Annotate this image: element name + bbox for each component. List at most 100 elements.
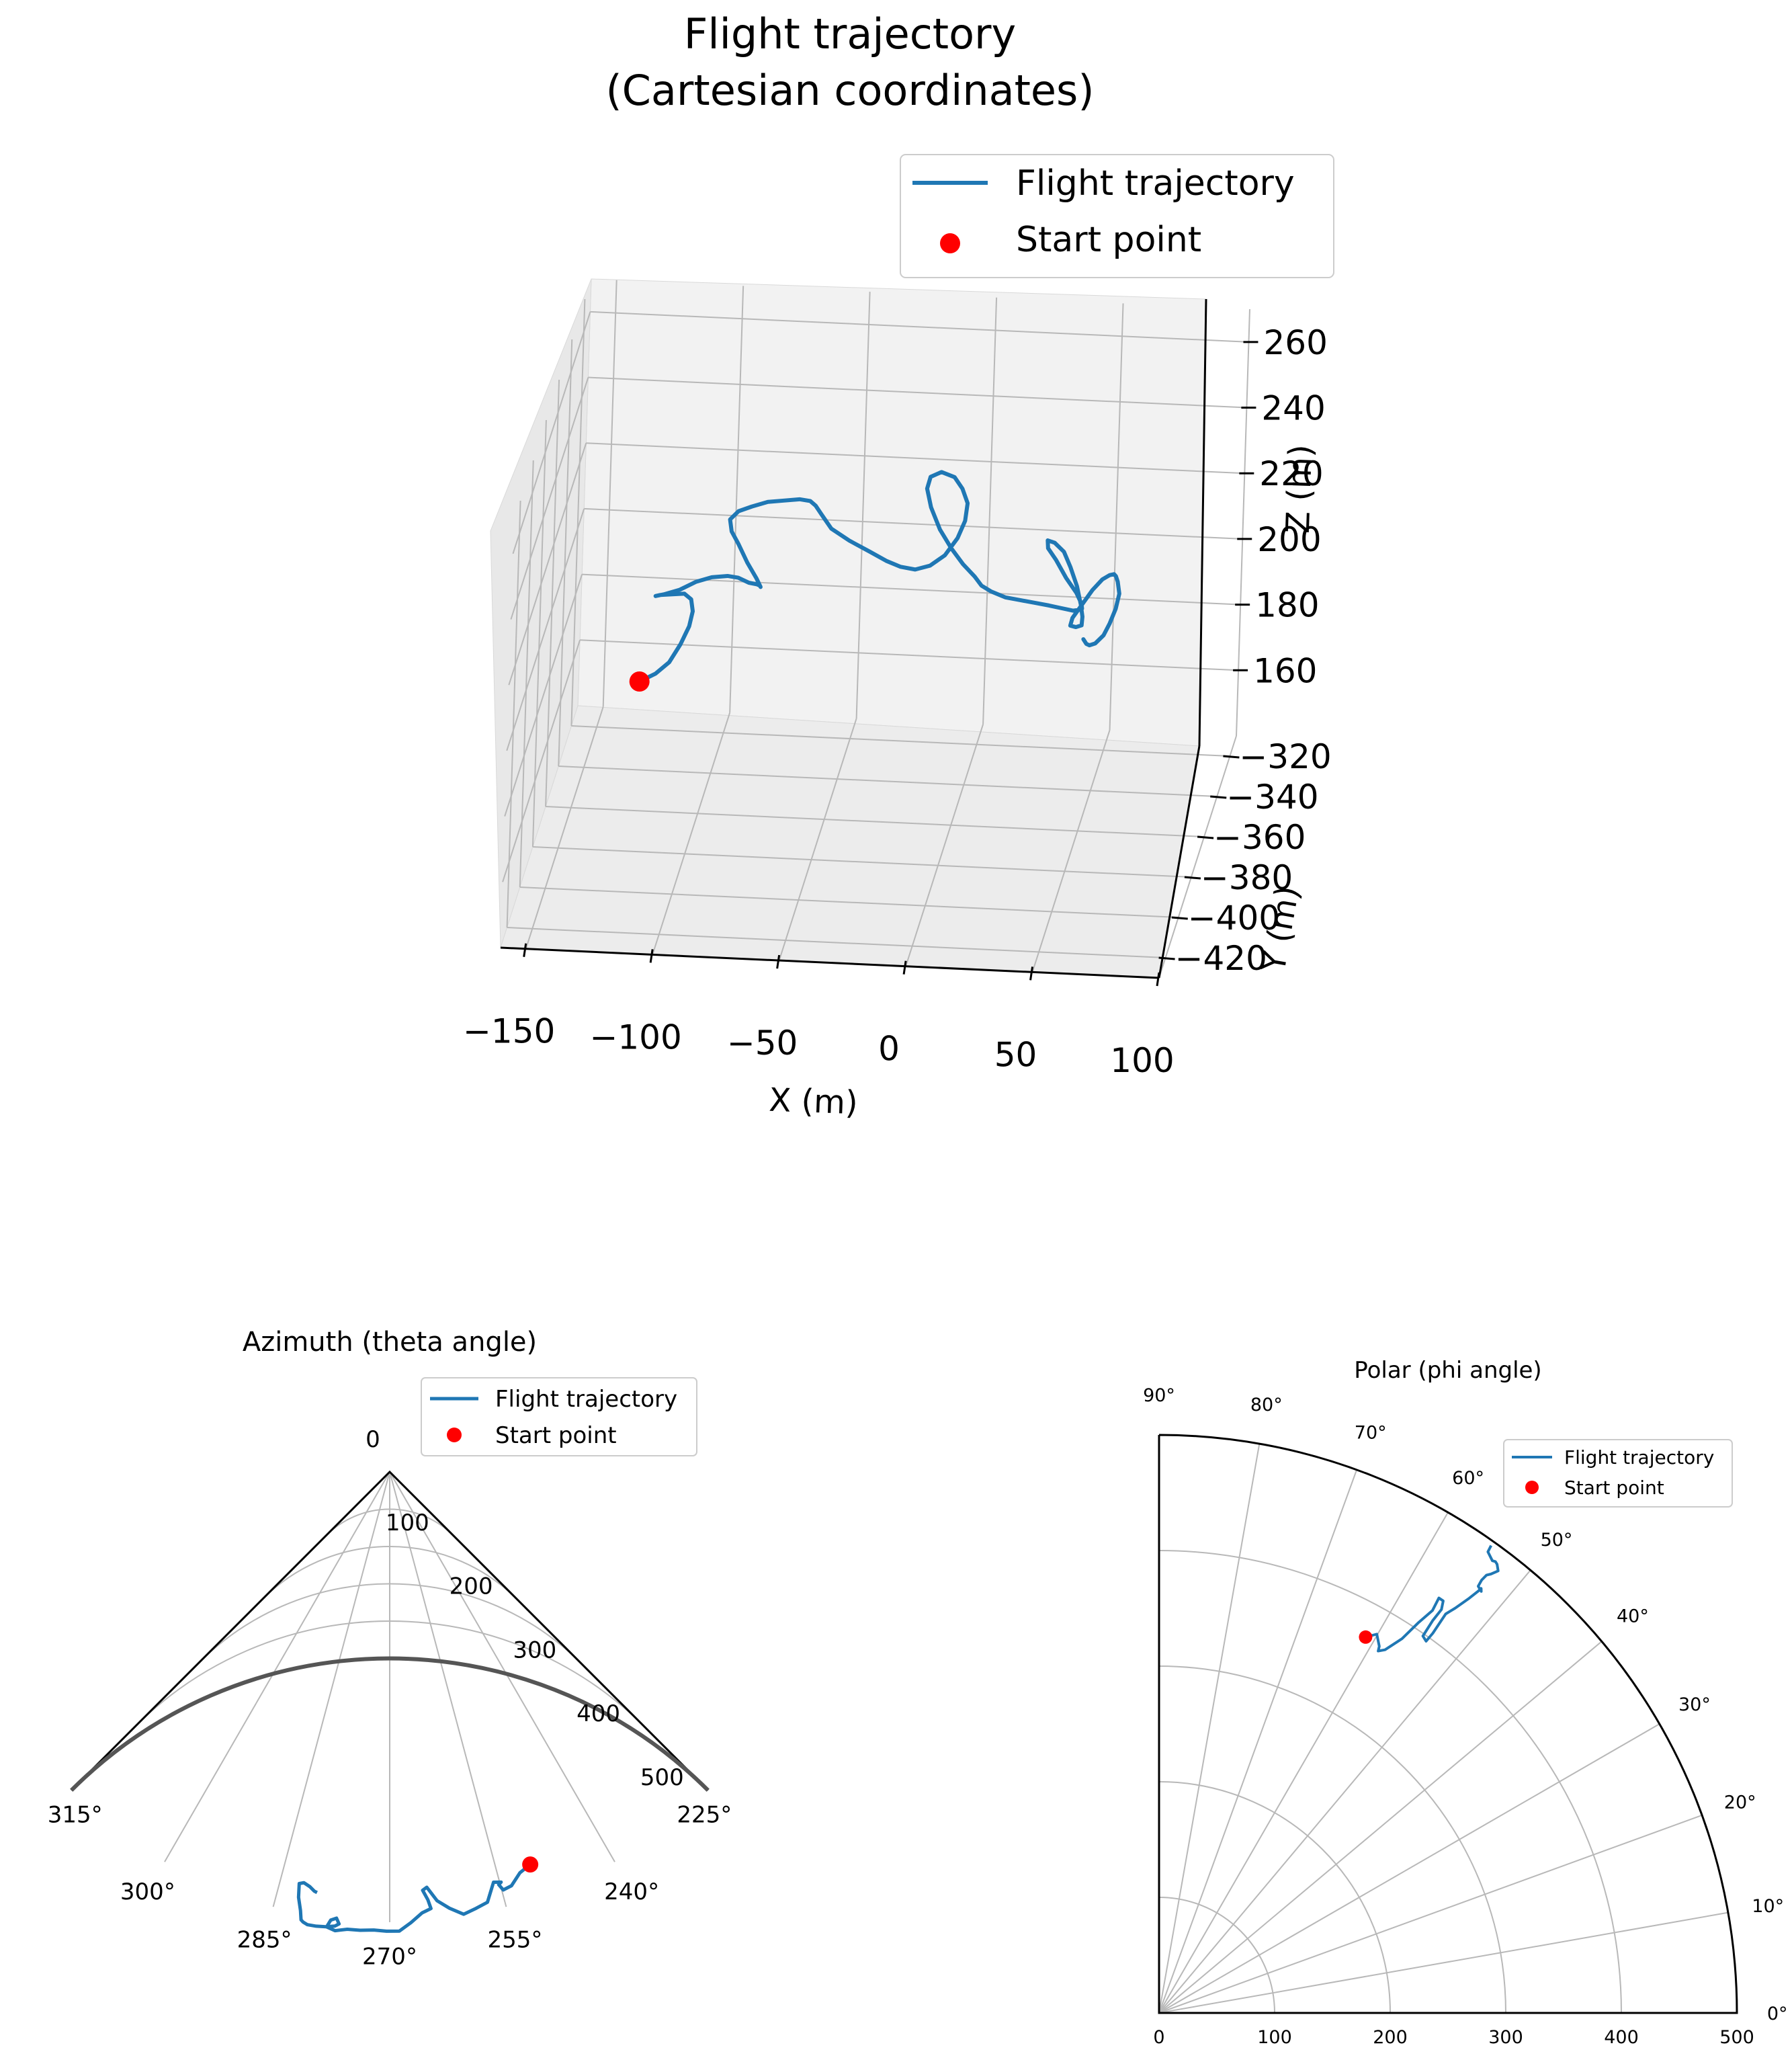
phi-theta-tick-90: 90°: [1143, 1385, 1175, 1406]
grid-left-z-1: [504, 574, 583, 817]
legend-3d-marker-swatch: [940, 233, 960, 253]
grid-back-z-5: [590, 311, 1249, 343]
chart1-title-line2: (Cartesian coordinates): [605, 66, 1094, 115]
x-tick-label-2: −50: [727, 1024, 798, 1063]
phi-theta-grid-40: [1158, 1641, 1603, 2014]
z-tick-label-4: 240: [1261, 389, 1325, 428]
phi-r-tick-3: 300: [1488, 2027, 1523, 2048]
grid-back-x-1: [729, 286, 744, 713]
phi-theta-tick-0: 0°: [1767, 2004, 1788, 2024]
phi-ticks: 0 100 200 300 400 500 0° 10° 20° 30° 40° 50° 60° 70° 8…: [1143, 1385, 1787, 2048]
z-tick-label-5: 260: [1263, 323, 1327, 362]
grid-floor-y-4: [519, 886, 1179, 918]
y-tick-mark-5: [1158, 956, 1175, 960]
phi-theta-grid-50: [1158, 1569, 1531, 2014]
y-tick-mark-4: [1171, 916, 1188, 920]
grid-back-z-2: [584, 507, 1243, 540]
grid-floor-y-5: [507, 927, 1166, 958]
z-tick-label-2: 200: [1257, 520, 1321, 559]
grid-floor-y-3: [532, 846, 1191, 878]
azimuth-theta-grid-285: [272, 1471, 390, 1907]
azimuth-ticks: 100 200 300 400 500 225° 240° 255° 270° 285° 300° 3…: [48, 1510, 732, 1970]
azimuth-r-tick-5: 500: [640, 1764, 684, 1791]
grid-floor-y-2: [546, 806, 1205, 837]
z-axis-line: [1198, 298, 1207, 747]
z-tick-label-1: 180: [1255, 586, 1319, 625]
grid-back-z-1: [582, 573, 1241, 606]
y-tick-mark-3: [1184, 876, 1201, 880]
azimuth-theta-tick-270: 270°: [362, 1943, 417, 1970]
legend-azimuth-label-trajectory: Flight trajectory: [495, 1386, 677, 1413]
flight-trajectory-3d-line: [637, 470, 1121, 684]
flight-trajectory-azimuth-line: [296, 1863, 531, 1933]
azimuth-polar-chart: Azimuth (theta angle) 100 200 300 400 500 225…: [48, 1327, 732, 1970]
grid-floor-x-3: [905, 724, 984, 966]
grid-back-x-4: [1109, 303, 1124, 731]
grid-left-z-3: [508, 442, 587, 686]
x-tick-mark-2: [776, 954, 781, 969]
z-tick-label-0: 160: [1253, 651, 1317, 690]
grid-left-z-2: [506, 508, 585, 751]
cartesian-3d-chart: Flight trajectory (Cartesian coordinates…: [463, 9, 1334, 1122]
y-tick-label-0: −320: [1239, 737, 1331, 776]
azimuth-theta-tick-300: 300°: [120, 1879, 175, 1905]
z-ticks: 160 180 200 220 240 260: [1233, 323, 1328, 690]
azimuth-theta-tick-225: 225°: [677, 1801, 732, 1828]
grid-back-x-0: [602, 280, 617, 707]
legend-phi-frame: [1503, 1439, 1733, 1508]
x-ticks: −150 −100 −50 0 50 100: [463, 943, 1175, 1080]
z-axis-label: Z (m): [1279, 444, 1320, 534]
grid-back-z-3: [586, 442, 1245, 475]
phi-theta-tick-10: 10°: [1752, 1896, 1784, 1917]
start-point-azimuth-marker: [522, 1856, 539, 1873]
azimuth-theta-tick-285: 285°: [237, 1927, 292, 1954]
grid-left-y-2: [545, 379, 560, 807]
grid-left-z-0: [502, 640, 581, 882]
x-tick-label-1: −100: [589, 1018, 681, 1057]
x-tick-mark-0: [523, 943, 527, 957]
y-tick-label-1: −340: [1226, 778, 1318, 817]
legend-azimuth-marker-swatch: [447, 1428, 462, 1442]
azimuth-grid: [70, 1470, 710, 1922]
y-ticks: −320−340−360−380−400−420: [1158, 737, 1332, 978]
x-tick-label-5: 100: [1110, 1041, 1174, 1080]
chart2-title: Azimuth (theta angle): [243, 1327, 537, 1358]
x-axis-label: X (m): [768, 1081, 858, 1122]
x-tick-mark-5: [1156, 972, 1160, 987]
phi-r-grid-4: [1158, 1550, 1622, 2014]
grid-left-y-1: [558, 339, 573, 767]
azimuth-r-tick-4: 400: [577, 1700, 620, 1727]
phi-theta-grid-70: [1158, 1469, 1358, 2014]
y-tick-mark-1: [1210, 795, 1227, 799]
legend-azimuth-label-start: Start point: [495, 1422, 617, 1449]
polar-phi-chart: Polar (phi angle) 0 100 200 300 400 500 0° 10° 2…: [1143, 1357, 1787, 2048]
legend-phi: Flight trajectory Start point: [1503, 1439, 1733, 1508]
phi-theta-tick-60: 60°: [1452, 1468, 1484, 1489]
grid-left-z-4: [510, 377, 589, 620]
azimuth-r-tick-1: 100: [386, 1510, 429, 1536]
y-tick-mark-0: [1223, 755, 1240, 759]
phi-theta-tick-70: 70°: [1355, 1422, 1387, 1443]
phi-theta-tick-30: 30°: [1678, 1694, 1711, 1715]
legend-azimuth-frame: [421, 1377, 697, 1456]
legend-3d: Flight trajectory Start point: [900, 154, 1334, 278]
pane-floor: [500, 705, 1200, 979]
phi-r-tick-4: 400: [1604, 2027, 1639, 2048]
grid-floor-x-5: [1158, 735, 1237, 979]
chart1-title-line1: Flight trajectory: [684, 9, 1016, 58]
legend-phi-label-start: Start point: [1564, 1477, 1664, 1499]
y-tick-label-5: −420: [1175, 939, 1267, 978]
y-axis-line: [1158, 745, 1201, 979]
azimuth-theta-tick-255: 255°: [487, 1927, 542, 1954]
x-tick-mark-1: [649, 949, 654, 963]
flight-trajectory-phi-line: [1365, 1544, 1500, 1653]
phi-frame: [1158, 1434, 1738, 2014]
phi-theta-grid-10: [1158, 1911, 1729, 2014]
y-tick-label-2: −360: [1213, 818, 1306, 857]
azimuth-theta-tick-240: 240°: [604, 1879, 659, 1905]
grid-3d: [502, 280, 1250, 979]
grid-back-z-0: [580, 639, 1239, 671]
chart3-title: Polar (phi angle): [1354, 1357, 1541, 1384]
y-tick-label-3: −380: [1201, 858, 1293, 897]
grid-floor-x-4: [1031, 730, 1111, 973]
